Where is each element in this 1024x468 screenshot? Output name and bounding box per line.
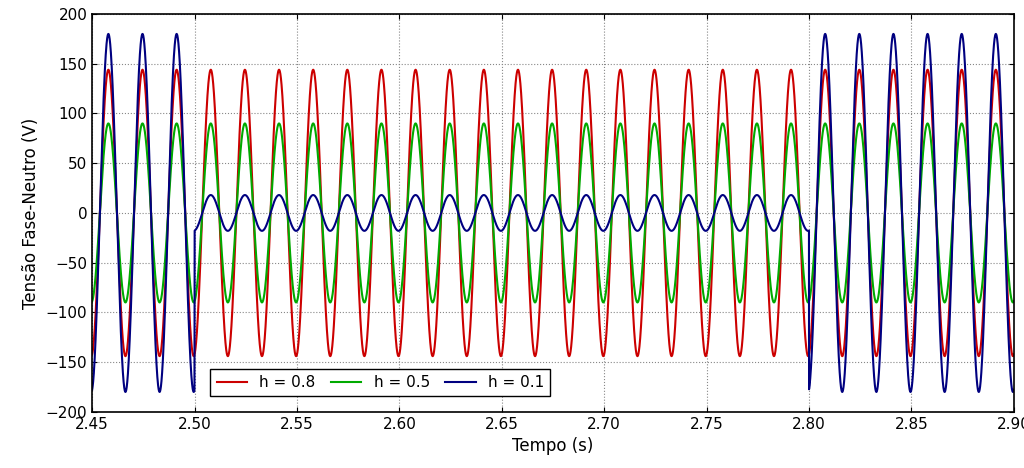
h = 0.8 xyxy=(90,297,102,302)
Line: h = 0.5: h = 0.5 xyxy=(92,124,1014,302)
h = 0.1 xyxy=(537,213,549,219)
Line: h = 0.1: h = 0.1 xyxy=(92,34,1014,392)
h = 0.5 xyxy=(141,154,154,160)
h = 0.8 xyxy=(1008,351,1020,357)
h = 0.1 xyxy=(267,203,280,208)
Y-axis label: Tensão Fase-Neutro (V): Tensão Fase-Neutro (V) xyxy=(23,117,40,308)
h = 0.5 xyxy=(819,121,831,126)
h = 0.1 xyxy=(958,65,971,71)
h = 0.1 xyxy=(1008,387,1020,393)
h = 0.1 xyxy=(124,319,136,325)
Legend: h = 0.8, h = 0.5, h = 0.1: h = 0.8, h = 0.5, h = 0.1 xyxy=(210,369,550,396)
h = 0.8 xyxy=(537,231,549,237)
h = 0.5 xyxy=(119,300,131,305)
h = 0.8 xyxy=(119,353,131,359)
h = 0.5 xyxy=(1008,299,1020,304)
h = 0.1 xyxy=(119,389,131,395)
X-axis label: Tempo (s): Tempo (s) xyxy=(512,437,594,455)
h = 0.5 xyxy=(90,264,102,270)
h = 0.5 xyxy=(267,172,280,177)
h = 0.8 xyxy=(819,67,831,73)
h = 0.8 xyxy=(86,351,98,357)
h = 0.1 xyxy=(86,387,98,393)
h = 0.5 xyxy=(124,265,136,271)
h = 0.8 xyxy=(267,149,280,154)
h = 0.5 xyxy=(86,299,98,304)
h = 0.5 xyxy=(537,223,549,229)
h = 0.8 xyxy=(141,121,154,126)
h = 0.1 xyxy=(141,98,154,104)
h = 0.8 xyxy=(124,298,136,303)
Line: h = 0.8: h = 0.8 xyxy=(92,70,1014,356)
h = 0.5 xyxy=(958,138,971,143)
h = 0.8 xyxy=(958,94,971,100)
h = 0.1 xyxy=(90,319,102,324)
h = 0.1 xyxy=(819,31,831,37)
